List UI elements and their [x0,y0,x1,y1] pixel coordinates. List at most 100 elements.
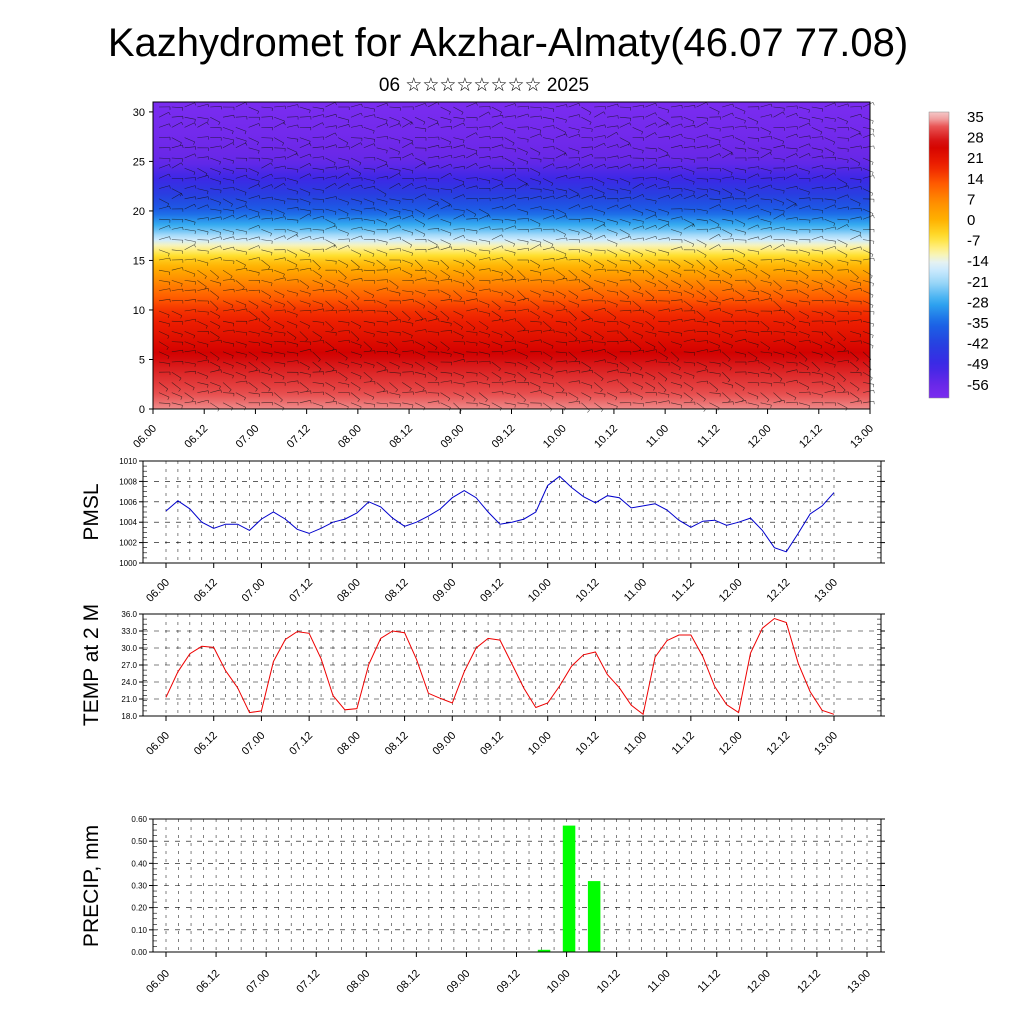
wind-barb-flag [515,380,517,384]
wind-barb [645,249,656,254]
x-tick-label: 10.00 [526,730,554,758]
wind-barb [645,112,656,118]
wind-barb [158,351,170,357]
wind-barb-flag [579,114,581,118]
wind-barb [722,126,734,128]
wind-barb-flag [514,194,517,198]
wind-barb [504,103,516,108]
wind-barb [248,178,260,182]
wind-barb-flag [270,233,272,237]
wind-barb [286,188,298,192]
wind-barb [325,157,336,163]
wind-barb [568,133,580,138]
wind-barb-flag [630,155,632,159]
wind-barb-flag [194,363,196,367]
wind-barb-flag [411,183,414,187]
wind-barb [478,310,490,314]
wind-barb [824,280,835,286]
wind-barb-flag [822,155,824,159]
wind-barb [299,198,311,203]
wind-barb-flag [412,404,414,408]
wind-barb [158,236,170,240]
wind-barb [824,331,833,340]
wind-barb [517,178,528,184]
wind-barb [286,137,298,140]
wind-barb-flag [322,122,325,126]
wind-barb-flag [463,384,465,388]
wind-barb-flag [641,131,643,135]
wind-barb [798,122,810,128]
wind-barb [184,269,195,275]
wind-barb [555,290,566,297]
wind-barb-flag [641,293,644,297]
wind-barb [312,351,321,360]
wind-barb [824,310,835,317]
wind-barb-flag [284,235,286,239]
wind-barb-flag [847,360,850,364]
wind-barb [453,184,464,189]
wind-barb [427,165,439,169]
wind-barb [747,269,758,277]
wind-barb-flag [246,268,248,272]
wind-barb [184,239,196,242]
wind-barb-flag [807,315,810,319]
wind-barb-flag [296,344,298,348]
wind-barb [619,309,631,312]
wind-barb-flag [834,102,837,106]
wind-barb-flag [859,132,862,136]
wind-barb-flag [834,364,836,368]
wind-barb-flag [258,236,261,240]
wind-barb-flag [229,389,232,393]
wind-barb-flag [206,376,208,380]
wind-barb-flag [641,335,643,339]
wind-barb-flag [335,196,338,200]
wind-barb [248,289,260,291]
wind-barb [491,245,503,251]
wind-barb-flag [220,389,222,393]
wind-barb [594,124,605,128]
wind-barb [453,106,464,113]
wind-barb [261,341,272,346]
wind-barb [824,361,836,365]
wind-barb [491,269,503,274]
wind-barb [555,188,567,192]
wind-barb-flag [181,334,183,338]
wind-barb-flag [425,103,427,107]
wind-barb [261,147,273,149]
wind-barb [491,144,503,149]
wind-barb [747,204,759,210]
wind-barb [645,382,656,389]
wind-barb [376,341,388,345]
wind-barb [338,208,349,214]
wind-barb [760,382,772,384]
wind-barb [478,288,490,291]
wind-barb-flag [462,283,465,287]
wind-barb [235,308,247,312]
wind-barb [350,198,362,202]
wind-barb-flag [808,143,811,147]
wind-barb [453,280,465,284]
wind-barb-flag [425,185,427,189]
wind-barb [248,310,258,318]
wind-barb [312,122,323,128]
wind-barb-flag [553,210,555,214]
wind-barb-flag [284,165,286,170]
wind-barb [210,310,221,317]
y-tick-label: 24.0 [121,678,137,687]
wind-barb [517,351,528,357]
wind-barb-flag [589,275,592,279]
wind-barb [197,390,209,393]
wind-barb [632,382,643,388]
wind-barb [248,183,259,189]
wind-barb-flag [834,118,836,123]
wind-barb-flag [667,221,670,225]
wind-barb-flag [323,308,325,312]
wind-barb-flag [245,251,247,255]
wind-barb [184,122,195,128]
wind-barb-flag [601,337,604,340]
wind-barb-flag [347,119,350,123]
x-tick-label: 06.00 [144,968,172,996]
wind-barb-flag [630,236,632,240]
wind-barb [658,208,669,213]
